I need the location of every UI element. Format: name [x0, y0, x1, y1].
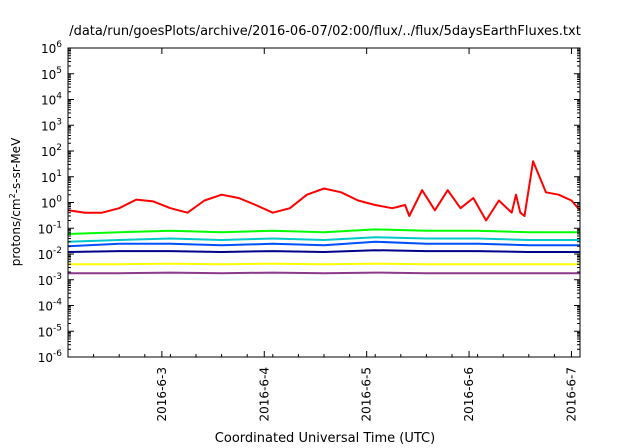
x-axis-label: Coordinated Universal Time (UTC)	[215, 431, 435, 446]
y-tick-label-exp: -1	[53, 220, 62, 230]
y-tick-label-exp: -4	[53, 298, 62, 308]
y-tick-label-exp: 6	[56, 40, 62, 50]
x-tick-label: 2016-6-4	[257, 367, 271, 421]
y-tick-label-exp: -2	[53, 246, 62, 256]
y-tick-label-exp: 1	[56, 169, 62, 179]
y-axis-label-sup: 2	[8, 193, 17, 198]
y-tick-label-exp: -6	[53, 349, 62, 359]
y-tick-label-base: 10	[38, 274, 53, 288]
y-tick-label-base: 10	[38, 300, 53, 314]
y-tick-label: 104	[41, 92, 62, 108]
y-tick-label-base: 10	[41, 171, 56, 185]
y-tick-label: 10-4	[38, 298, 63, 314]
y-tick-label: 10-3	[38, 272, 62, 288]
y-tick-label: 102	[41, 143, 62, 159]
y-tick-label-exp: -3	[53, 272, 62, 282]
series-line-4	[67, 249, 580, 253]
y-tick-label-exp: 2	[56, 143, 62, 153]
y-axis-label-base: protons/cm	[9, 198, 23, 266]
y-axis: 10610510410310210110010-110-210-310-410-…	[38, 40, 580, 365]
y-tick-label: 10-2	[38, 246, 62, 262]
y-tick-label: 10-5	[38, 323, 62, 339]
y-tick-label-exp: 5	[56, 66, 62, 76]
y-tick-label-base: 10	[38, 351, 53, 365]
series-layer	[67, 160, 581, 275]
x-tick-label: 2016-6-3	[155, 367, 169, 421]
y-tick-label-base: 10	[41, 119, 56, 133]
series-line-2	[67, 236, 580, 243]
y-axis-label-rest: -s-sr-MeV	[9, 137, 23, 193]
x-tick-label: 2016-6-6	[462, 367, 476, 421]
y-tick-label: 10-6	[38, 349, 63, 365]
series-line-6	[68, 271, 580, 275]
chart-title: /data/run/goesPlots/archive/2016-06-07/0…	[69, 24, 581, 39]
y-tick-label-base: 10	[41, 197, 56, 211]
y-tick-label: 106	[41, 40, 62, 56]
series-line-0	[67, 160, 581, 222]
y-tick-label: 103	[41, 117, 62, 133]
y-tick-label-base: 10	[41, 42, 56, 56]
y-tick-label-exp: -5	[53, 323, 62, 333]
y-tick-label-base: 10	[41, 68, 56, 82]
y-tick-label-base: 10	[38, 222, 53, 236]
y-tick-label-base: 10	[41, 145, 56, 159]
y-tick-label-base: 10	[38, 325, 53, 339]
series-line-1	[67, 228, 580, 235]
y-tick-label: 100	[41, 195, 62, 211]
x-tick-label: 2016-6-7	[564, 367, 578, 421]
y-axis-label: protons/cm2-s-sr-MeV	[8, 137, 23, 266]
y-tick-label-base: 10	[38, 248, 53, 262]
x-tick-label: 2016-6-5	[360, 367, 374, 421]
x-axis: 2016-6-3 2016-6-4 2016-6-5 2016-6-6 2016-6-7	[67, 48, 581, 421]
y-tick-label: 101	[41, 169, 62, 185]
y-tick-label-base: 10	[41, 94, 56, 108]
y-tick-label-exp: 4	[56, 92, 62, 102]
y-tick-label-exp: 0	[56, 195, 62, 205]
series-line-3	[67, 240, 580, 248]
y-tick-label: 105	[41, 66, 62, 82]
y-tick-label-exp: 3	[56, 117, 62, 127]
series-line-5	[68, 262, 580, 266]
y-tick-label: 10-1	[38, 220, 62, 236]
